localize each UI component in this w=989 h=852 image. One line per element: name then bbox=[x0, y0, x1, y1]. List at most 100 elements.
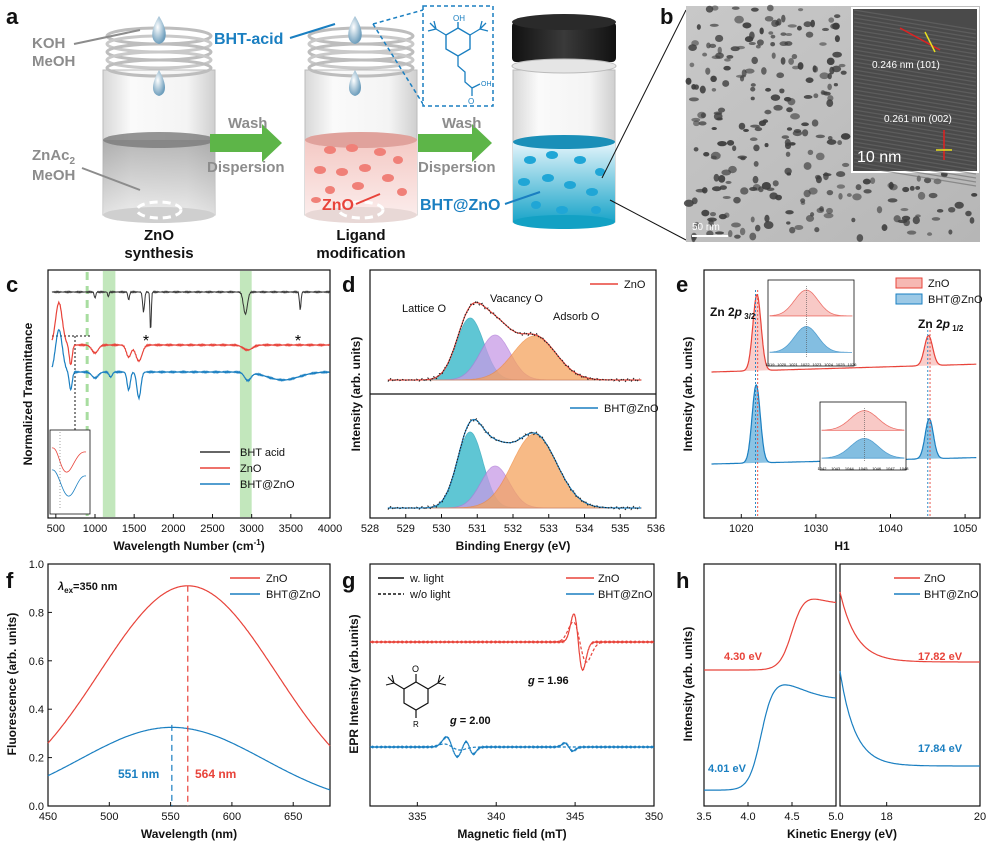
series-bht-zno-line bbox=[47, 726, 331, 791]
legend-item-zno: ZnO bbox=[266, 573, 288, 585]
star-mark: * bbox=[143, 333, 149, 350]
g-factor-label-zno: g = 1.96 bbox=[527, 675, 569, 687]
series-bht-zno-dark bbox=[370, 743, 654, 751]
x-axis-label: Wavelength Number (cm-1) bbox=[113, 538, 264, 553]
inset-tick-label: 1021 bbox=[789, 362, 799, 367]
bht-zno-nanoparticles bbox=[518, 151, 605, 214]
xps-o1s-zno bbox=[387, 300, 642, 383]
pointer-line bbox=[355, 193, 381, 205]
y-tick-label: 0.0 bbox=[29, 801, 44, 813]
inset-tick-label: 1044 bbox=[845, 466, 855, 471]
legend-item-bht-zno: BHT@ZnO bbox=[240, 479, 295, 491]
series-zno-line bbox=[47, 585, 331, 747]
x-tick-label: 450 bbox=[39, 811, 57, 823]
peak-label-zn2p32: Zn 2p 3/2 bbox=[710, 305, 756, 321]
envelope-fit bbox=[387, 418, 641, 509]
panel-h: h 4.30 eV 4.01 eV 17.82 eV 17.84 eV ZnO … bbox=[676, 563, 986, 841]
x-tick-label: 600 bbox=[223, 811, 241, 823]
zno-label: ZnO bbox=[322, 197, 354, 214]
y-axis-label: Normalized Tranmittance bbox=[21, 322, 35, 465]
x-ticks: 528 529 530 531 532 533 534 535 536 bbox=[361, 514, 665, 535]
series-zno-cutoff bbox=[839, 591, 980, 663]
y-axis-label: Intensity (arb. units) bbox=[349, 337, 363, 452]
panel-label-c: c bbox=[6, 272, 18, 297]
plot-frame bbox=[47, 563, 331, 807]
panel-g: g w. light w/o light ZnO BHT@ZnO g = 1.9… bbox=[342, 563, 663, 841]
x-tick-label: 3500 bbox=[279, 523, 303, 535]
dispersion-label-1: Dispersion bbox=[207, 159, 285, 176]
zno-nanoparticles bbox=[311, 144, 407, 203]
pointer-line bbox=[81, 167, 141, 191]
x-tick-label: 534 bbox=[575, 523, 593, 535]
x-tick-label: 345 bbox=[566, 811, 584, 823]
wf-label-bht-right: 17.84 eV bbox=[918, 743, 963, 755]
inset-tick-label: 1024 bbox=[824, 362, 834, 367]
x-axis-label: Binding Energy (eV) bbox=[456, 539, 571, 553]
wash-label-2: Wash bbox=[442, 115, 481, 132]
peak-label-zn2p12: Zn 2p 1/2 bbox=[918, 317, 964, 333]
legend-item-zno: ZnO bbox=[624, 279, 646, 291]
legend-item-bht-zno: BHT@ZnO bbox=[604, 403, 659, 415]
peak-fill bbox=[912, 418, 946, 460]
inset-tick-label: 1020 bbox=[777, 362, 787, 367]
x-tick-label: 531 bbox=[468, 523, 486, 535]
series-bht-zno-onset bbox=[704, 684, 837, 791]
series-bht-zno-line bbox=[51, 328, 330, 401]
hrtem-lattice bbox=[853, 9, 977, 187]
tem-nanoparticles bbox=[683, 4, 978, 243]
panel-label-f: f bbox=[6, 568, 14, 593]
fit-component bbox=[387, 335, 642, 381]
x-tick-label: 4000 bbox=[318, 523, 342, 535]
x-tick-label: 550 bbox=[161, 811, 179, 823]
plot-frame bbox=[703, 269, 981, 519]
envelope-fit bbox=[387, 301, 641, 381]
meoh-label-2: MeOH bbox=[32, 167, 75, 184]
inset-tick-label: 1023 bbox=[812, 362, 822, 367]
inset-2: 1042 1043 1044 1045 1046 1047 1048 bbox=[818, 401, 909, 471]
bht-zno-label: BHT@ZnO bbox=[420, 197, 500, 214]
x-ticks: 335 340 345 350 bbox=[408, 802, 663, 823]
x-tick-label: 650 bbox=[284, 811, 302, 823]
excitation-annotation: λex=350 nm bbox=[57, 581, 118, 595]
bht-acid-molecule: OH O OH bbox=[422, 5, 494, 107]
panel-c: c * * BHT acid ZnO BHT@ZnO 500 1000 1500 20… bbox=[6, 269, 342, 553]
y-tick-label: 0.6 bbox=[29, 656, 44, 668]
x-axis-label: Wavelength (nm) bbox=[141, 827, 237, 841]
x-tick-label: 1050 bbox=[953, 523, 977, 535]
legend-item-bht-zno: BHT@ZnO bbox=[266, 589, 321, 601]
bht-acid-label: BHT-acid bbox=[214, 31, 283, 48]
step-label-synthesis-2: synthesis bbox=[124, 245, 193, 262]
pointer-line bbox=[504, 191, 541, 205]
legend-item-bht-zno: BHT@ZnO bbox=[928, 294, 983, 306]
x-tick-label: 1000 bbox=[83, 523, 107, 535]
panel-e: e 1019 1020 1021 1022 1023 1024 1025 1026 1042 1… bbox=[676, 269, 983, 553]
x-ticks: 450 500 550 600 650 bbox=[39, 802, 302, 823]
x-tick-label: 528 bbox=[361, 523, 379, 535]
x-tick-label: 3000 bbox=[239, 523, 263, 535]
x-tick-label: 530 bbox=[432, 523, 450, 535]
droplet-4 bbox=[349, 70, 361, 96]
x-tick-label: 535 bbox=[611, 523, 629, 535]
svg-text:O: O bbox=[468, 97, 474, 106]
panel-label-d: d bbox=[342, 272, 355, 297]
y-tick-label: 1.0 bbox=[29, 559, 44, 571]
legend-item-bht-acid: BHT acid bbox=[240, 447, 285, 459]
x-tick-label: 20 bbox=[974, 811, 986, 823]
svg-text:OH: OH bbox=[481, 81, 492, 88]
x-tick-label: 533 bbox=[540, 523, 558, 535]
x-ticks: 500 1000 1500 2000 2500 3000 3500 4000 bbox=[47, 514, 342, 535]
d-spacing-002: 0.261 nm (002) bbox=[884, 114, 952, 125]
x-tick-label: 1040 bbox=[878, 523, 902, 535]
inset-tick-label: 1026 bbox=[848, 362, 858, 367]
peak-label-vacancy: Vacancy O bbox=[490, 293, 543, 305]
raw-data bbox=[387, 418, 640, 511]
series-bht-zno-cutoff bbox=[839, 670, 980, 767]
wf-label-zno-left: 4.30 eV bbox=[724, 651, 763, 663]
bht-radical-structure: O R bbox=[385, 664, 447, 729]
inset-tick-label: 1019 bbox=[766, 362, 776, 367]
x-axis-label: Magnetic field (mT) bbox=[457, 827, 566, 841]
step-label-ligand-1: Ligand bbox=[336, 227, 385, 244]
y-axis-label: Intensity (arb. units) bbox=[681, 337, 695, 452]
koh-label: KOH bbox=[32, 35, 65, 52]
